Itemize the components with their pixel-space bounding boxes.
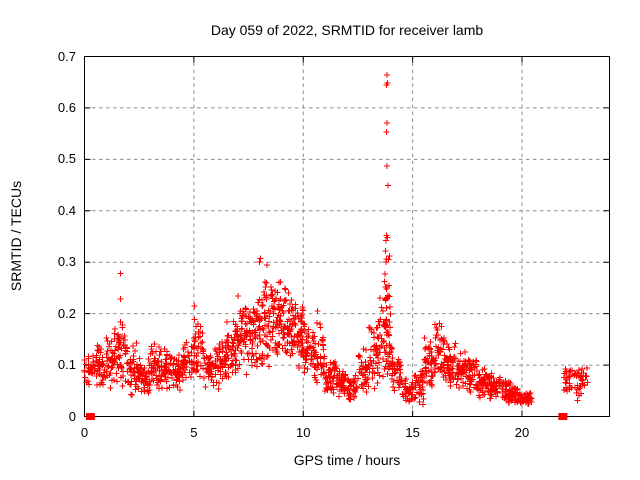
x-tick-label: 15 — [405, 425, 420, 440]
y-tick-label: 0.1 — [57, 357, 76, 373]
x-tick-label: 0 — [80, 425, 89, 440]
x-tick-label: 20 — [514, 425, 530, 440]
x-tick-label: 5 — [190, 425, 198, 440]
plot-border-and-ticks — [84, 56, 610, 417]
y-tick-label: 0.6 — [57, 99, 76, 115]
y-tick-label: 0.7 — [57, 48, 76, 64]
chart-title: Day 059 of 2022, SRMTID for receiver lam… — [210, 22, 484, 38]
grid-lines — [85, 57, 609, 416]
y-tick-label: 0.3 — [57, 254, 76, 270]
y-tick-label: 0.4 — [57, 202, 76, 218]
x-axis-label: GPS time / hours — [293, 452, 401, 468]
y-tick-label: 0 — [68, 408, 76, 424]
zero-value-square-marker — [558, 413, 568, 420]
x-tick-label: 10 — [296, 425, 311, 440]
data-points — [81, 72, 591, 408]
y-tick-label: 0.5 — [57, 151, 76, 167]
y-tick-label: 0.2 — [57, 305, 76, 321]
zero-value-square-marker — [85, 413, 95, 420]
